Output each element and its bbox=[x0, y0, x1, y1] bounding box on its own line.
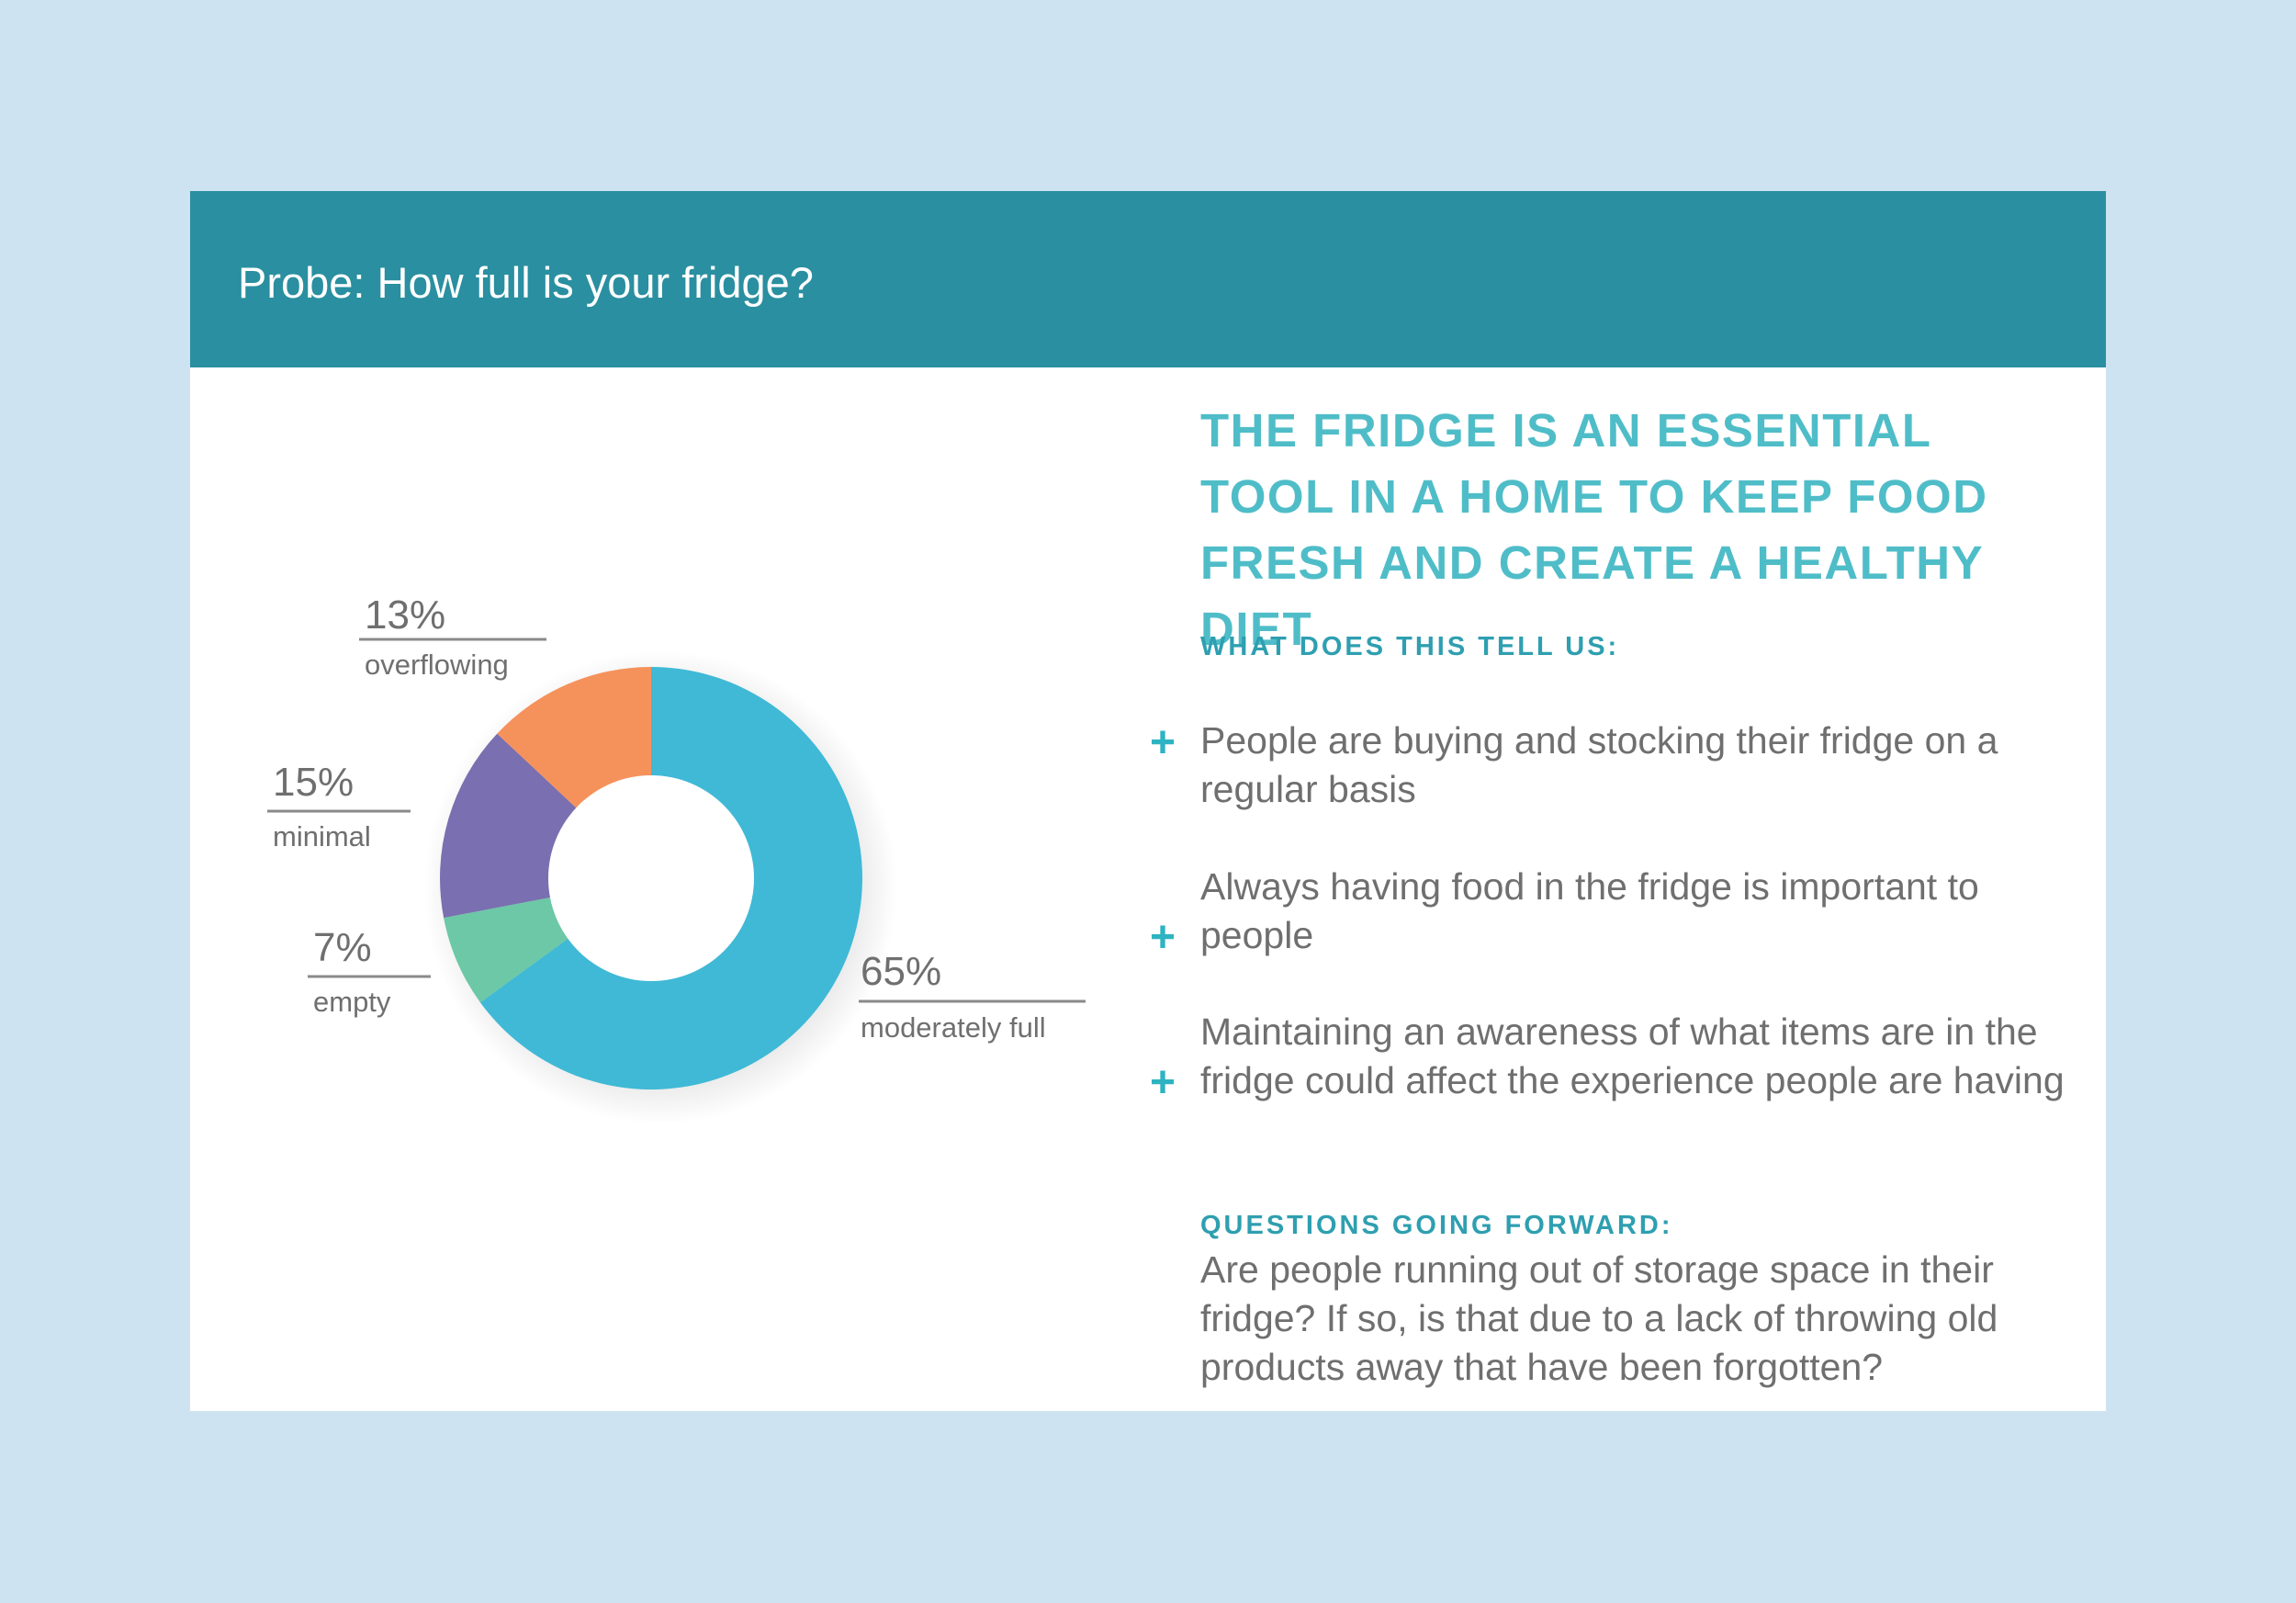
plus-icon: + bbox=[1150, 718, 1176, 767]
slice-value-label: 13% bbox=[365, 593, 445, 638]
insight-bullet-text: People are buying and stocking their fri… bbox=[1200, 719, 1998, 810]
slice-value-label: 7% bbox=[313, 925, 372, 970]
insight-card: Probe: How full is your fridge? 65% moder… bbox=[190, 191, 2106, 1411]
donut-hole bbox=[548, 775, 754, 981]
slice-category-label: moderately full bbox=[861, 1011, 1046, 1044]
section-label: WHAT DOES THIS TELL US: bbox=[1200, 632, 1620, 661]
page-title: Probe: How full is your fridge? bbox=[238, 258, 814, 307]
insight-bullet: + Maintaining an awareness of what items… bbox=[1150, 1008, 2100, 1105]
plus-icon: + bbox=[1150, 913, 1176, 962]
slice-value-label: 65% bbox=[861, 949, 941, 994]
plus-icon: + bbox=[1150, 1058, 1176, 1107]
questions-label: QUESTIONS GOING FORWARD: bbox=[1200, 1211, 1673, 1240]
insight-bullet-text: Always having food in the fridge is impo… bbox=[1200, 865, 1979, 956]
insight-bullet: + Always having food in the fridge is im… bbox=[1150, 863, 2100, 960]
slice-category-label: overflowing bbox=[365, 649, 509, 681]
donut-chart: 65% moderately full 7% empty 15% minimal 13% ov… bbox=[267, 593, 1086, 1124]
insight-bullet-text: Maintaining an awareness of what items a… bbox=[1200, 1010, 2065, 1101]
questions-text: Are people running out of storage space … bbox=[1200, 1248, 1998, 1388]
slice-category-label: empty bbox=[313, 986, 391, 1018]
slice-category-label: minimal bbox=[273, 820, 371, 852]
slice-value-label: 15% bbox=[273, 760, 354, 805]
insights-headline: THE FRIDGE IS AN ESSENTIAL TOOL IN A HOM… bbox=[1200, 404, 1988, 655]
insight-bullet: + People are buying and stocking their f… bbox=[1150, 717, 2100, 814]
card-header: Probe: How full is your fridge? bbox=[190, 191, 2106, 367]
